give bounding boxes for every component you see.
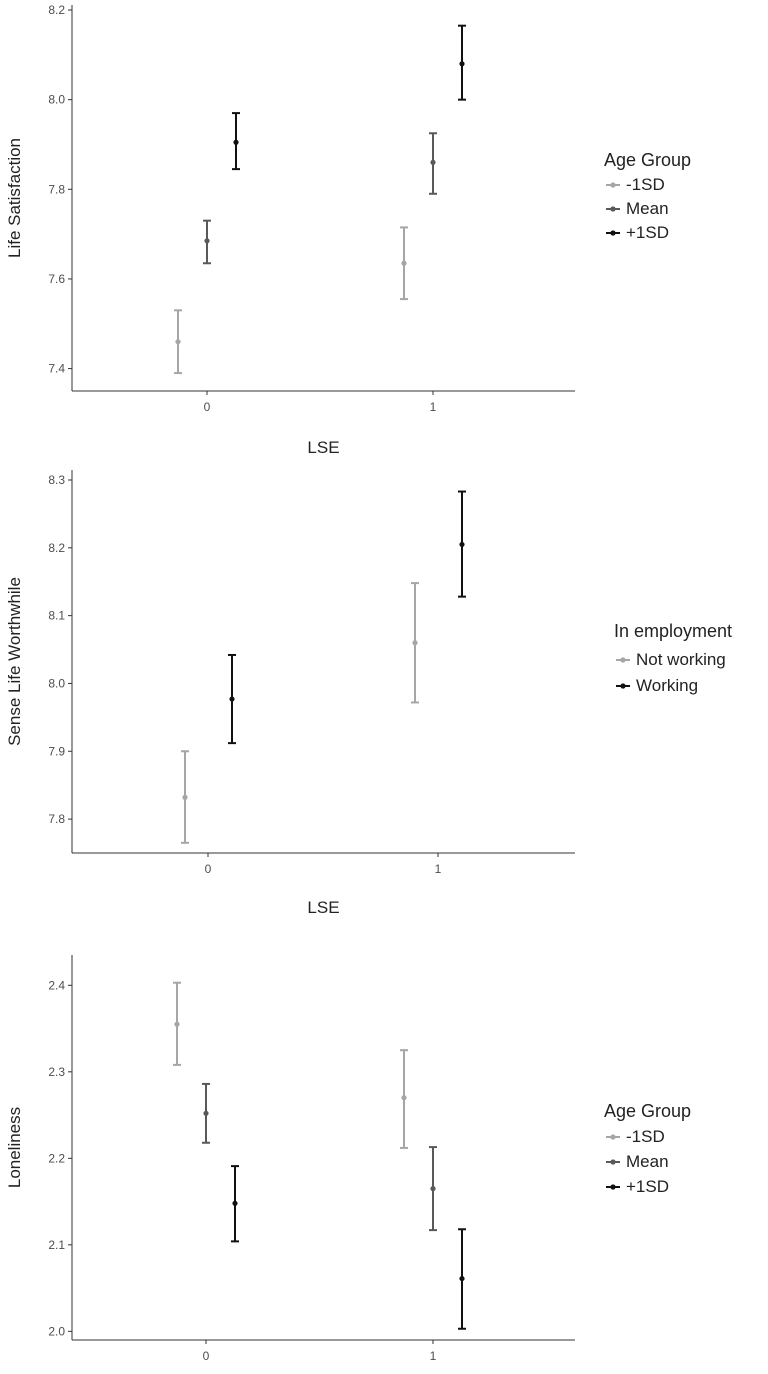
legend-label: -1SD	[626, 1127, 665, 1146]
legend-label: +1SD	[626, 223, 669, 242]
y-tick-label: 8.0	[48, 93, 65, 107]
series--1SD	[173, 981, 408, 1149]
series-Not working	[181, 582, 419, 844]
legend-key-point	[610, 230, 616, 236]
y-tick-label: 7.8	[48, 182, 65, 196]
y-tick-label: 7.9	[48, 744, 65, 758]
y-tick-label: 8.2	[48, 541, 65, 555]
legend-title: In employment	[614, 621, 732, 641]
x-tick-label: 1	[430, 1349, 437, 1363]
legend-label: Working	[636, 676, 698, 695]
legend-title: Age Group	[604, 1101, 691, 1121]
legend-key-point	[610, 206, 616, 212]
legend-key-point	[620, 683, 626, 689]
data-point	[459, 61, 465, 67]
data-point	[459, 541, 465, 548]
x-axis-title: LSE	[307, 438, 339, 457]
chart-panel-3: 2.0 2.1 2.2 2.3 2.4 0 1 Loneliness Age Group -1SD…	[5, 955, 691, 1363]
data-point	[182, 794, 188, 800]
data-point	[175, 339, 181, 345]
x-tick-label: 0	[205, 862, 212, 876]
legend-label: Mean	[626, 1152, 669, 1171]
data-point	[430, 1186, 436, 1192]
x-tick-label: 1	[435, 862, 442, 876]
y-tick-label: 8.0	[48, 676, 65, 690]
y-tick-label: 2.2	[48, 1151, 65, 1165]
legend-label: +1SD	[626, 1177, 669, 1196]
series-Mean	[203, 132, 437, 265]
series-Working	[228, 490, 466, 745]
data-point	[203, 1110, 209, 1116]
legend-label: -1SD	[626, 175, 665, 194]
series-+1SD	[232, 24, 466, 171]
legend-label: Not working	[636, 650, 726, 669]
y-tick-label: 8.2	[48, 3, 65, 17]
series--1SD	[174, 226, 408, 375]
y-tick-label: 7.8	[48, 812, 65, 826]
legend-label: Mean	[626, 199, 669, 218]
data-point	[430, 159, 436, 165]
y-tick-label: 2.0	[48, 1324, 65, 1338]
x-tick-label: 0	[204, 400, 211, 414]
y-tick-label: 7.4	[48, 362, 65, 376]
legend: Age Group -1SD Mean +1SD	[604, 1101, 691, 1196]
data-point	[229, 696, 235, 702]
data-point	[401, 1095, 407, 1101]
y-tick-label: 2.4	[48, 978, 65, 992]
y-tick-label: 2.3	[48, 1065, 65, 1079]
legend-title: Age Group	[604, 150, 691, 170]
x-tick-label: 0	[203, 1349, 210, 1363]
data-point	[204, 238, 210, 244]
series-Mean	[202, 1082, 437, 1232]
legend: Age Group -1SD Mean +1SD	[604, 150, 691, 242]
chart-panel-2: 7.8 7.9 8.0 8.1 8.2 8.3 0 1 Sense Life Worthwhil…	[5, 470, 732, 917]
data-point	[412, 640, 418, 646]
data-point	[401, 260, 407, 266]
data-point	[174, 1021, 180, 1027]
y-axis-title: Life Satisfaction	[5, 138, 24, 258]
legend-key-point	[610, 182, 616, 188]
y-tick-label: 7.6	[48, 272, 65, 286]
y-axis-title: Loneliness	[5, 1107, 24, 1188]
x-tick-label: 1	[430, 400, 437, 414]
series-+1SD	[231, 1165, 466, 1330]
y-axis-title: Sense Life Worthwhile	[5, 577, 24, 746]
chart-panel-1: 7.4 7.6 7.8 8.0 8.2 0 1 Life Satisfaction LSE Age…	[5, 3, 691, 457]
legend-key-point	[610, 1134, 616, 1140]
y-tick-label: 8.3	[48, 473, 65, 487]
data-point	[459, 1275, 465, 1282]
legend-key-point	[620, 657, 626, 663]
x-axis-title: LSE	[307, 898, 339, 917]
y-tick-label: 2.1	[48, 1238, 65, 1252]
data-point	[233, 139, 239, 145]
legend: In employment Not working Working	[614, 621, 732, 695]
legend-key-point	[610, 1159, 616, 1165]
y-tick-label: 8.1	[48, 609, 65, 623]
legend-key-point	[610, 1184, 616, 1190]
data-point	[232, 1200, 238, 1206]
